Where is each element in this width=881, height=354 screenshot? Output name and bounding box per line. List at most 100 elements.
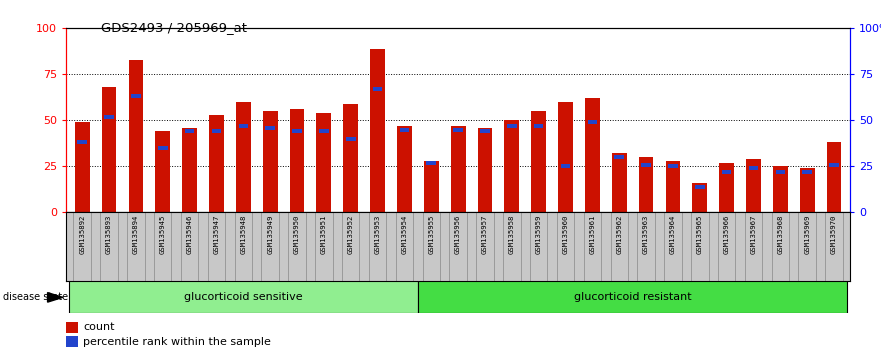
Text: GSM135951: GSM135951 <box>321 215 327 254</box>
Bar <box>342 212 359 281</box>
Text: GDS2493 / 205969_at: GDS2493 / 205969_at <box>101 21 248 34</box>
Bar <box>154 212 172 281</box>
Bar <box>507 124 516 128</box>
Text: GSM135970: GSM135970 <box>831 215 837 254</box>
Bar <box>209 115 224 212</box>
Text: GSM135948: GSM135948 <box>241 215 247 254</box>
Text: disease state: disease state <box>3 292 68 302</box>
Text: GSM135964: GSM135964 <box>670 215 676 254</box>
Text: GSM135967: GSM135967 <box>751 215 757 254</box>
Bar <box>239 124 248 128</box>
Bar <box>583 212 601 281</box>
Bar <box>426 161 436 165</box>
Bar <box>66 322 78 333</box>
Bar <box>614 155 624 159</box>
Bar <box>829 162 839 167</box>
Bar <box>316 113 331 212</box>
Bar <box>211 129 221 133</box>
Bar <box>695 184 705 189</box>
Text: GSM135965: GSM135965 <box>697 215 703 254</box>
Bar <box>503 212 521 281</box>
Bar <box>208 212 226 281</box>
Text: count: count <box>83 322 115 332</box>
Polygon shape <box>48 292 63 302</box>
Bar <box>534 124 544 128</box>
Bar <box>129 59 144 212</box>
Bar <box>265 126 275 130</box>
Bar <box>288 212 306 281</box>
Text: GSM135892: GSM135892 <box>79 215 85 254</box>
Bar <box>66 336 78 347</box>
Bar <box>418 281 848 313</box>
Bar <box>611 212 628 281</box>
Bar <box>315 212 333 281</box>
Bar <box>722 170 731 174</box>
Text: GSM135956: GSM135956 <box>455 215 461 254</box>
Bar <box>692 183 707 212</box>
Bar <box>127 212 144 281</box>
Bar <box>665 161 680 212</box>
Bar <box>639 157 654 212</box>
Text: GSM135960: GSM135960 <box>563 215 568 254</box>
Bar <box>825 212 843 281</box>
Bar <box>530 212 547 281</box>
Bar <box>262 212 279 281</box>
Text: GSM135945: GSM135945 <box>159 215 166 254</box>
Bar <box>104 115 114 119</box>
Bar <box>234 212 252 281</box>
Bar <box>292 129 302 133</box>
Bar <box>75 122 90 212</box>
Bar <box>131 95 141 98</box>
Bar <box>370 48 385 212</box>
Bar <box>641 162 651 167</box>
Text: GSM135954: GSM135954 <box>402 215 407 254</box>
Text: GSM135949: GSM135949 <box>267 215 273 254</box>
Bar <box>373 87 382 91</box>
Bar <box>531 111 546 212</box>
Bar <box>449 212 467 281</box>
Bar <box>101 87 116 212</box>
Bar <box>775 170 785 174</box>
Bar <box>798 212 816 281</box>
Bar <box>396 212 413 281</box>
Bar <box>185 129 195 133</box>
Bar <box>718 212 736 281</box>
Text: GSM135893: GSM135893 <box>106 215 112 254</box>
Text: GSM135968: GSM135968 <box>777 215 783 254</box>
Bar <box>236 102 251 212</box>
Bar <box>749 166 759 170</box>
Bar <box>803 170 812 174</box>
Bar <box>78 141 87 144</box>
Bar <box>746 159 761 212</box>
Bar <box>800 168 815 212</box>
Bar <box>611 154 626 212</box>
Bar <box>424 161 439 212</box>
Bar <box>158 146 167 150</box>
Bar <box>73 212 91 281</box>
Bar <box>588 120 597 124</box>
Bar <box>182 128 197 212</box>
Bar <box>559 102 573 212</box>
Text: GSM135947: GSM135947 <box>213 215 219 254</box>
Bar <box>585 98 600 212</box>
Bar <box>344 104 358 212</box>
Bar <box>826 142 841 212</box>
Bar <box>100 212 118 281</box>
Bar <box>263 111 278 212</box>
Text: GSM135952: GSM135952 <box>348 215 353 254</box>
Bar <box>181 212 198 281</box>
Text: GSM135894: GSM135894 <box>133 215 139 254</box>
Text: GSM135955: GSM135955 <box>428 215 434 254</box>
Text: GSM135959: GSM135959 <box>536 215 542 254</box>
Bar <box>772 212 789 281</box>
Bar <box>719 163 734 212</box>
Bar <box>451 126 465 212</box>
Bar <box>637 212 655 281</box>
Bar <box>744 212 762 281</box>
Text: GSM135950: GSM135950 <box>294 215 300 254</box>
Bar <box>423 212 440 281</box>
Text: glucorticoid sensitive: glucorticoid sensitive <box>184 292 302 302</box>
Bar <box>454 127 463 132</box>
Bar <box>400 127 409 132</box>
Bar <box>668 164 677 169</box>
